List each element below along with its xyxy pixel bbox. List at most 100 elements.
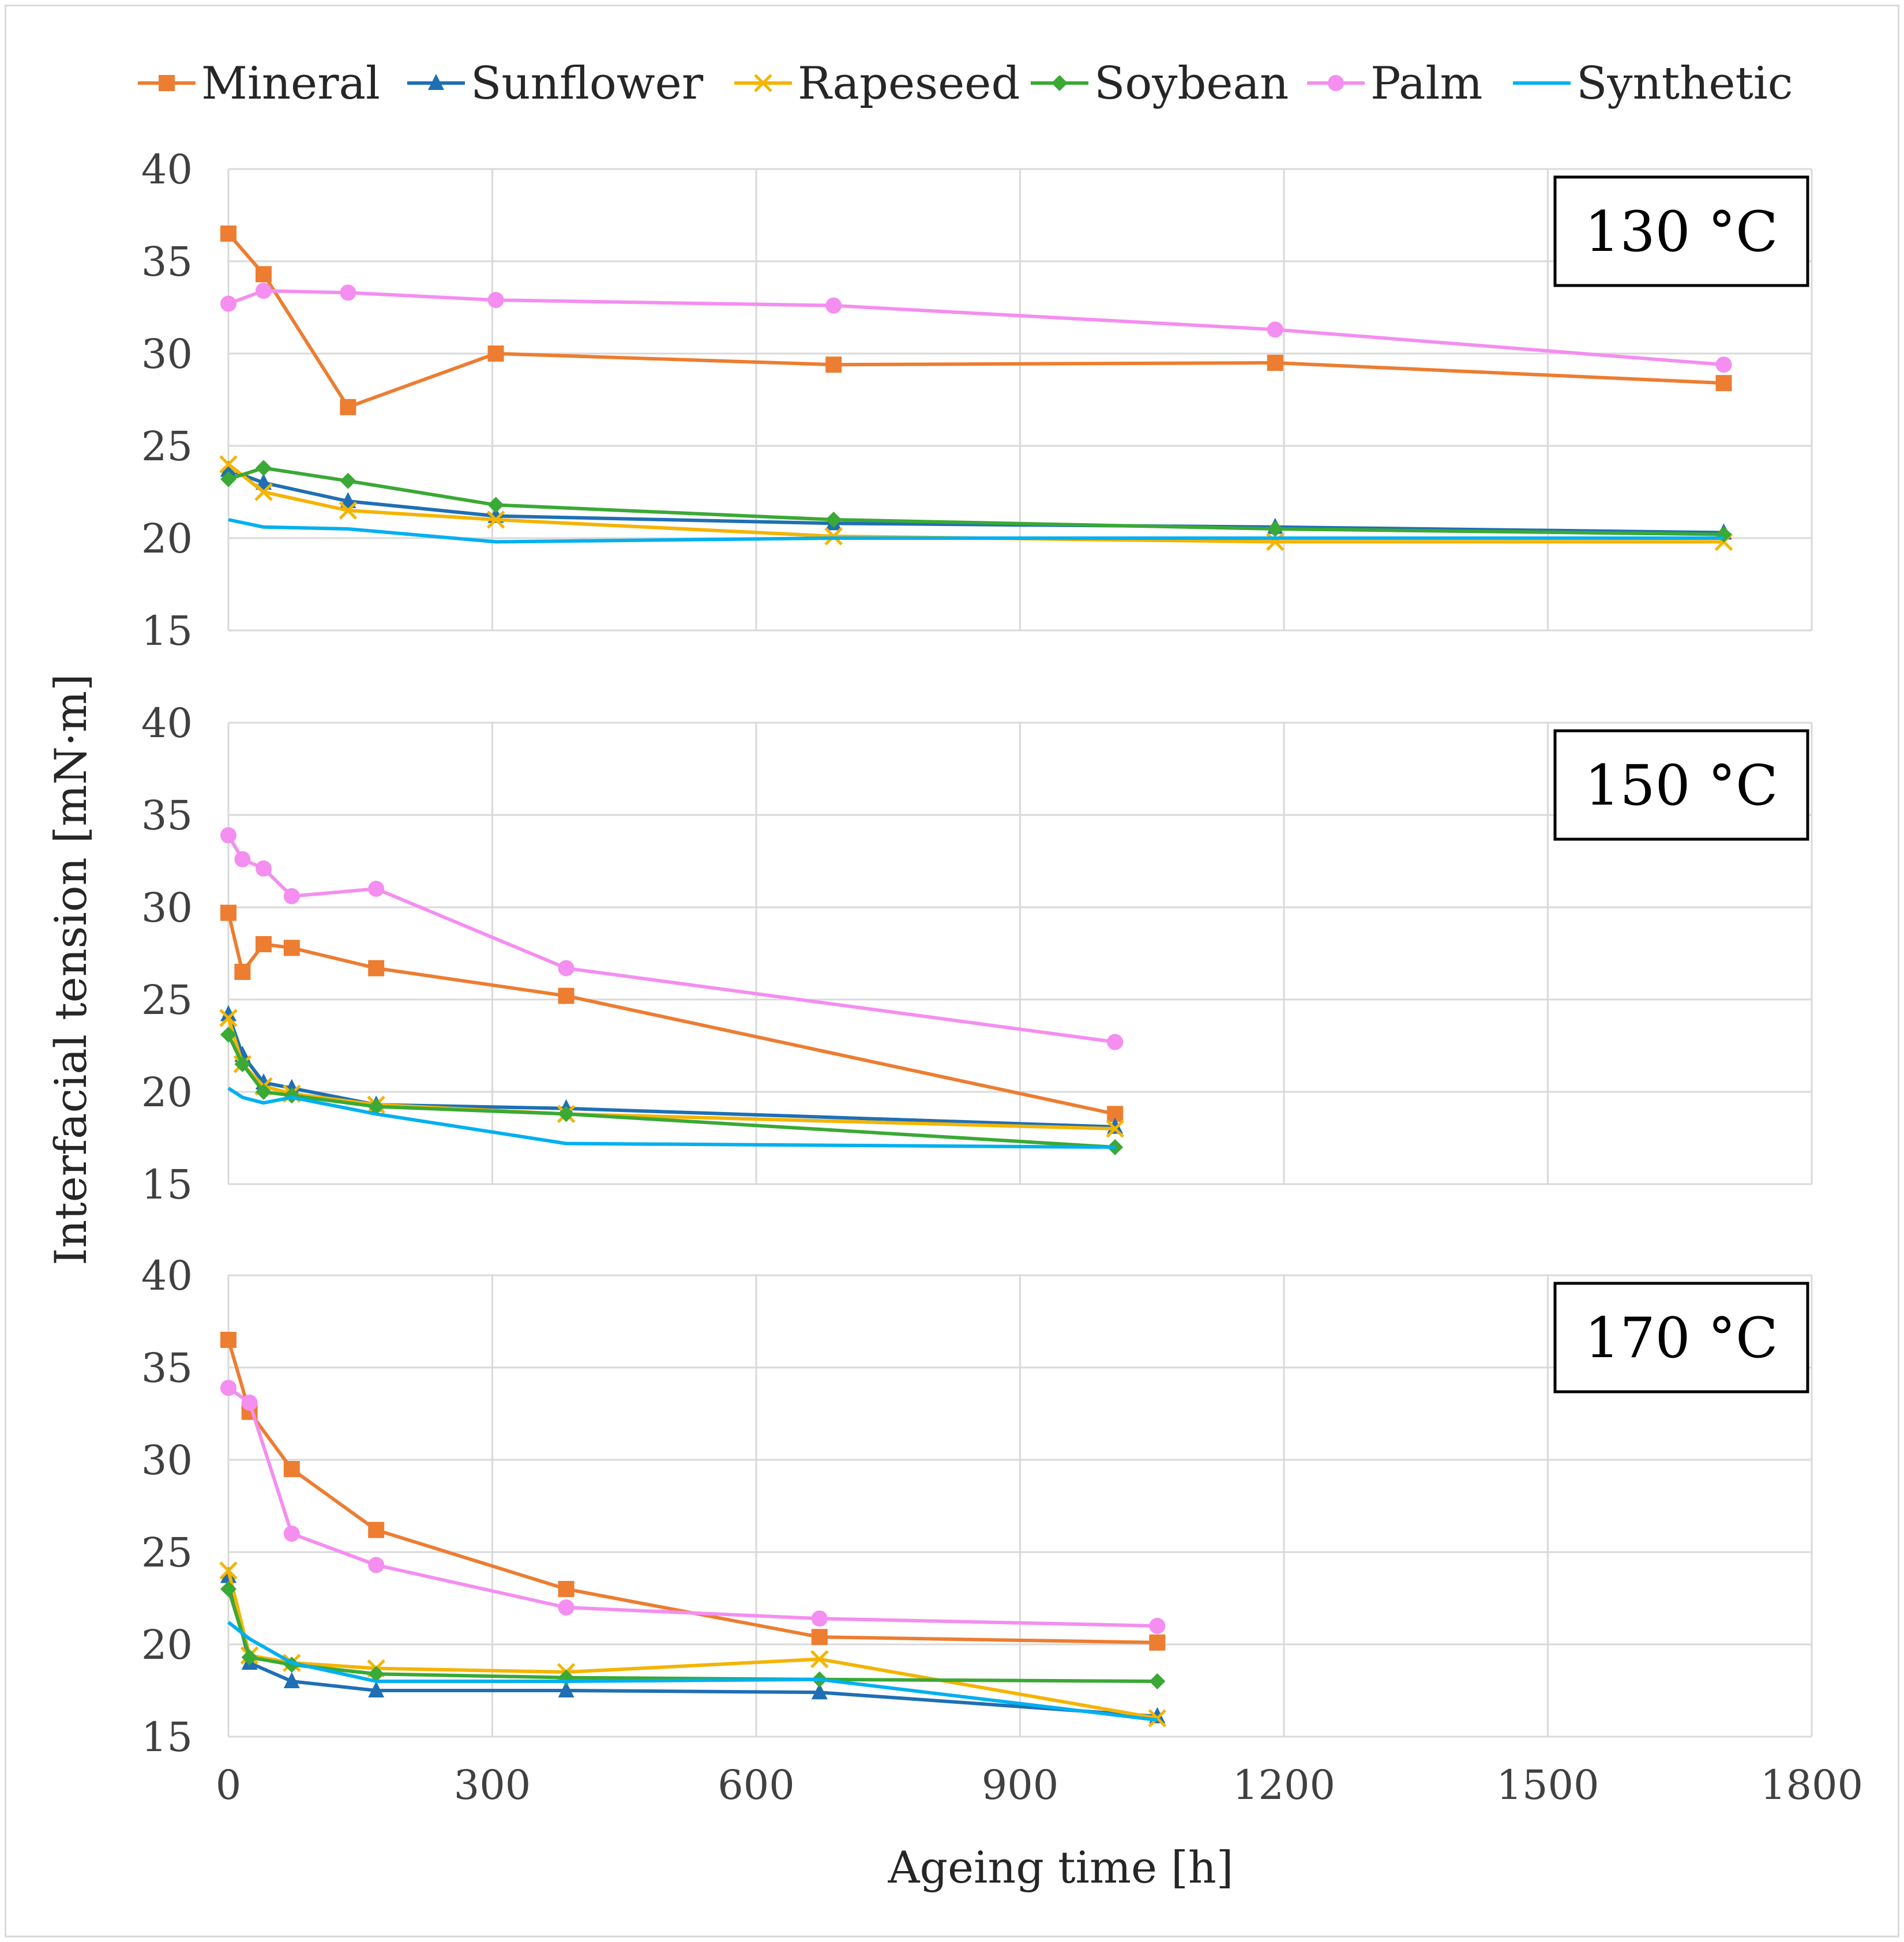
data-point-soybean <box>1715 526 1732 543</box>
series-line-synthetic <box>227 1087 1116 1149</box>
data-point-mineral <box>487 345 504 362</box>
data-point-palm <box>368 881 385 897</box>
y-tick-label: 20 <box>141 515 193 562</box>
legend-label: Rapeseed <box>798 58 1020 110</box>
data-point-rapeseed <box>486 510 505 529</box>
series-palm <box>220 1380 1166 1634</box>
data-point-sunflower <box>811 1683 828 1700</box>
data-point-palm <box>241 1394 258 1411</box>
data-point-rapeseed <box>1106 1120 1124 1138</box>
data-point-sunflower <box>256 474 272 490</box>
y-tick-label: 40 <box>141 700 193 747</box>
data-point-mineral <box>811 1629 828 1646</box>
data-point-palm <box>220 295 236 312</box>
legend-label: Soybean <box>1094 58 1289 110</box>
data-point-soybean <box>1267 521 1283 537</box>
panel-150-c: 15 20 25 30 35 40 150 °C <box>141 700 1813 1208</box>
data-point-palm <box>558 960 574 976</box>
series-soybean <box>220 1026 1124 1155</box>
data-point-rapeseed <box>219 455 238 474</box>
data-point-palm <box>220 827 236 844</box>
data-point-rapeseed <box>339 501 358 520</box>
series-mineral <box>220 1332 1166 1651</box>
legend-label: Mineral <box>201 58 380 110</box>
data-point-mineral <box>825 356 842 373</box>
gridlines <box>227 722 1813 1185</box>
data-point-sunflower <box>220 460 236 477</box>
data-point-soybean <box>256 1084 272 1100</box>
data-point-mineral <box>1149 1634 1166 1651</box>
x-tick-label: 1800 <box>1760 1761 1863 1809</box>
series-line-synthetic <box>227 1621 1158 1722</box>
series-line-synthetic <box>228 518 1724 544</box>
x-tick-label: 1500 <box>1496 1761 1599 1809</box>
y-tick-label: 20 <box>141 1621 193 1669</box>
data-point-palm <box>256 283 272 299</box>
series-palm <box>220 827 1124 1050</box>
legend-marker-triangle <box>428 74 444 90</box>
legend-marker-square <box>159 75 175 91</box>
legend-item-sunflower: Sunflower <box>407 58 704 110</box>
data-point-sunflower <box>283 1672 300 1688</box>
temperature-label: 170 °C <box>1553 1282 1809 1393</box>
data-point-rapeseed <box>254 483 273 501</box>
y-tick-labels: 15 20 25 30 35 40 <box>141 146 193 655</box>
data-point-sunflower <box>558 1681 574 1697</box>
x-tick-label: 900 <box>982 1761 1059 1809</box>
x-tick-label: 0 <box>216 1761 242 1809</box>
data-point-palm <box>1107 1034 1124 1050</box>
series-line-mineral <box>227 232 1724 409</box>
series-line-mineral <box>227 1339 1158 1644</box>
data-point-palm <box>1715 356 1732 373</box>
y-tick-label: 25 <box>141 1529 193 1576</box>
data-point-mineral <box>256 266 272 283</box>
data-point-palm <box>340 284 356 301</box>
series-mineral <box>220 226 1732 415</box>
data-point-soybean <box>220 1026 236 1043</box>
y-tick-label: 25 <box>141 423 193 470</box>
temperature-label-text: 130 °C <box>1584 200 1778 264</box>
data-point-rapeseed <box>810 1650 829 1669</box>
series-sunflower <box>220 460 1732 540</box>
data-point-mineral <box>283 940 300 956</box>
y-tick-label: 35 <box>141 238 193 286</box>
data-point-mineral <box>368 960 385 976</box>
y-tick-label: 40 <box>141 146 193 193</box>
data-point-mineral <box>340 399 356 415</box>
data-point-soybean <box>368 1666 385 1682</box>
data-point-palm <box>368 1557 385 1573</box>
y-tick-label: 15 <box>141 1161 193 1208</box>
legend-item-palm: Palm <box>1307 58 1482 110</box>
data-point-mineral <box>558 1581 574 1597</box>
panel-130-c: 15 20 25 30 35 40 130 °C <box>141 146 1813 655</box>
data-point-palm <box>811 1610 828 1627</box>
data-point-mineral <box>1267 355 1283 371</box>
y-tick-label: 35 <box>141 792 193 839</box>
data-point-mineral <box>256 936 272 952</box>
temperature-label-text: 170 °C <box>1584 1306 1778 1370</box>
temperature-label-box <box>1553 175 1809 287</box>
data-point-mineral <box>1715 375 1732 392</box>
interfacial-tension-chart: Mineral Sunflower Rapeseed Soybean Palm Synth… <box>45 58 1863 1893</box>
legend-label: Palm <box>1370 58 1482 110</box>
y-tick-label: 30 <box>141 884 193 931</box>
data-point-sunflower <box>340 492 356 508</box>
data-point-soybean <box>487 497 504 513</box>
y-tick-label: 20 <box>141 1069 193 1116</box>
y-tick-label: 15 <box>141 607 193 655</box>
series-line-palm <box>227 834 1116 1044</box>
temperature-label: 150 °C <box>1553 729 1809 841</box>
series-soybean <box>220 1581 1166 1689</box>
x-tick-label: 600 <box>718 1761 795 1809</box>
data-point-soybean <box>1149 1673 1166 1689</box>
data-point-palm <box>1267 321 1283 338</box>
series-synthetic <box>228 518 1724 544</box>
data-point-soybean <box>220 1581 236 1597</box>
legend: Mineral Sunflower Rapeseed Soybean Palm Synth… <box>138 58 1793 110</box>
data-point-soybean <box>241 1649 258 1666</box>
temperature-label-text: 150 °C <box>1584 753 1778 818</box>
y-tick-label: 15 <box>141 1714 193 1761</box>
data-point-soybean <box>256 460 272 476</box>
legend-item-synthetic: Synthetic <box>1513 58 1793 110</box>
temperature-label: 130 °C <box>1553 175 1809 287</box>
